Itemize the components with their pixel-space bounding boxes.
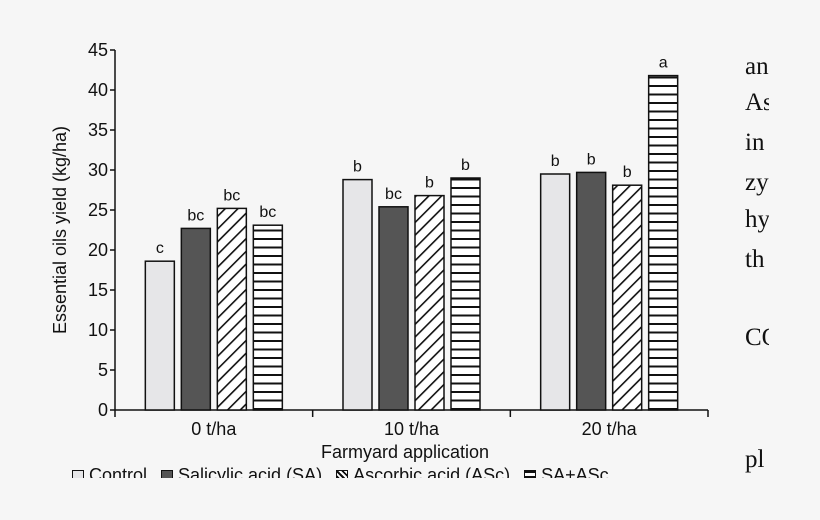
bar-label: b [461,157,470,174]
legend-label: SA+ASc [541,465,609,478]
bar-label: b [587,151,596,168]
bar [414,194,445,411]
bar [144,260,176,411]
bar-label: b [425,175,434,192]
bar [252,224,284,411]
x-tick-label: 10 t/ha [384,419,440,439]
legend-swatch [336,470,349,478]
body-text-fragment: in [745,129,765,156]
bar-label: b [551,153,560,170]
body-text-fragment: CO [745,324,769,351]
body-text-fragment: hy [745,206,769,233]
bar [378,206,409,411]
legend-item: Ascorbic acid (ASc) [336,464,510,478]
y-tick-label: 35 [88,120,108,140]
y-axis-label: Essential oils yield (kg/ha) [50,126,70,334]
body-text-fragment: an [745,53,769,80]
y-tick-label: 40 [88,80,108,100]
bar [611,184,643,411]
legend-label: Salicylic acid (SA) [178,465,323,478]
y-tick-label: 25 [88,200,108,220]
bar [575,171,607,411]
bar-label: a [659,55,668,72]
x-axis-label: Farmyard application [321,442,489,462]
legend-swatch [72,470,84,478]
legend-swatch [161,470,174,478]
body-text-fragment: th [745,246,765,273]
bar-label: bc [385,186,402,203]
y-tick-label: 5 [98,360,108,380]
bar-label: bc [223,187,240,204]
x-tick-label: 0 t/ha [191,419,237,439]
bar [539,173,571,411]
legend-item: Control [72,464,147,478]
bar-label: b [353,159,362,176]
bar-label: bc [259,204,276,221]
body-text-fragment: zy [745,169,769,196]
bar [216,207,248,411]
legend-label: Control [89,465,148,478]
bar [450,177,481,411]
y-tick-label: 10 [88,320,108,340]
bar-label: bc [187,207,204,224]
legend-item: SA+ASc [524,464,609,478]
legend-label: Ascorbic acid (ASc) [353,465,511,478]
y-tick-label: 30 [88,160,108,180]
bar-label: c [156,240,164,257]
y-tick-label: 45 [88,40,108,60]
legend-item: Salicylic acid (SA) [161,464,322,478]
x-tick-label: 20 t/ha [582,419,638,439]
body-text-fragment: As [745,89,769,116]
legend: Control Salicylic acid (SA) Ascorbic acid … [72,464,712,478]
legend-swatch [524,470,537,478]
y-tick-label: 0 [98,400,108,420]
y-tick-label: 15 [88,280,108,300]
bar [647,74,679,411]
bar [180,227,212,411]
bar-label: b [623,164,632,181]
body-text-fragment: pl [745,446,765,473]
y-tick-label: 20 [88,240,108,260]
bar [342,178,373,411]
